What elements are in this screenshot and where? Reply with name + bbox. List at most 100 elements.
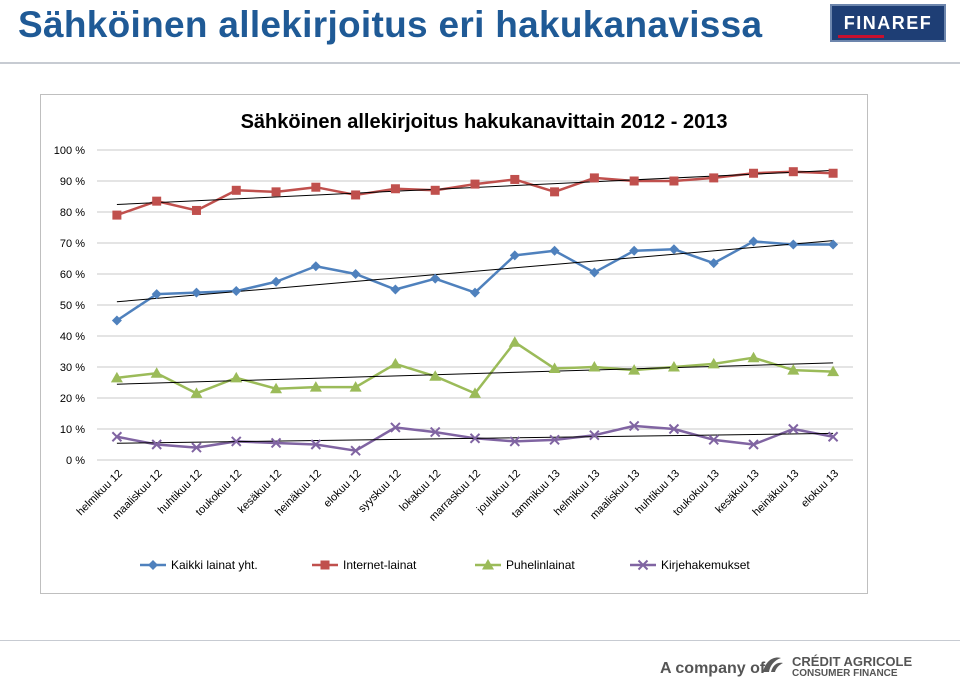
y-tick-label: 80 % <box>60 207 85 219</box>
data-point <box>350 445 361 456</box>
y-tick-label: 90 % <box>60 176 85 188</box>
legend-label: Internet-lainat <box>343 558 417 572</box>
data-point <box>707 357 720 369</box>
data-point <box>390 284 401 295</box>
data-point <box>310 261 321 272</box>
data-point <box>230 371 243 383</box>
chart-frame <box>40 94 868 594</box>
data-point <box>788 167 798 177</box>
data-point <box>787 364 800 375</box>
data-point <box>271 187 281 197</box>
logo-accent-bar <box>838 35 884 38</box>
series-line <box>116 170 834 217</box>
data-point <box>150 367 163 378</box>
y-tick-label: 20 % <box>60 393 85 405</box>
data-point <box>748 439 759 450</box>
y-tick-label: 50 % <box>60 300 85 312</box>
data-point <box>351 190 361 200</box>
footer-brand-line1: CRÉDIT AGRICOLE <box>792 654 913 669</box>
data-point <box>389 357 402 369</box>
data-point <box>430 426 441 438</box>
data-point <box>429 370 442 381</box>
data-point <box>788 423 799 435</box>
data-point <box>469 387 481 398</box>
data-point <box>311 182 321 192</box>
data-point <box>151 439 162 450</box>
legend-label: Puhelinlainat <box>506 558 575 572</box>
data-point <box>110 371 123 383</box>
data-point <box>788 239 799 250</box>
y-tick-label: 60 % <box>60 269 85 281</box>
data-point <box>669 176 679 186</box>
data-point <box>310 439 322 450</box>
data-point <box>191 205 201 215</box>
data-point <box>827 431 839 442</box>
data-point <box>747 351 760 363</box>
x-tick-label: elokuu 12 <box>322 468 364 510</box>
data-point <box>470 287 480 298</box>
data-point <box>231 185 241 195</box>
data-point <box>470 179 480 189</box>
legend-marker <box>482 559 494 570</box>
data-point <box>629 176 639 186</box>
y-tick-label: 100 % <box>54 145 85 157</box>
y-tick-label: 10 % <box>60 424 85 436</box>
data-point <box>390 422 401 433</box>
legend-label: Kaikki lainat yht. <box>171 558 258 572</box>
data-point <box>152 196 162 206</box>
data-point <box>508 336 521 347</box>
data-point <box>191 442 202 453</box>
y-tick-label: 0 % <box>66 455 85 467</box>
legend-marker <box>637 559 649 571</box>
data-point <box>749 168 759 178</box>
data-point <box>588 361 601 372</box>
data-point <box>548 362 561 374</box>
legend-label: Kirjehakemukset <box>661 558 750 572</box>
series-line <box>116 240 834 322</box>
credit-agricole-icon <box>763 657 783 672</box>
data-point <box>151 289 162 300</box>
data-point <box>668 423 680 435</box>
data-point <box>271 276 282 287</box>
data-point <box>589 267 600 278</box>
y-tick-label: 70 % <box>60 238 85 250</box>
data-point <box>509 250 520 261</box>
x-tick-label: elokuu 13 <box>799 468 841 510</box>
logo-text: FINAREF <box>843 13 933 33</box>
legend-marker <box>148 560 158 570</box>
finaref-logo: FINAREF <box>830 4 946 42</box>
data-point <box>112 210 122 220</box>
data-point <box>509 436 520 447</box>
data-point <box>111 315 122 326</box>
data-point <box>628 364 641 375</box>
data-point <box>349 381 362 392</box>
data-point <box>191 287 202 298</box>
footer-brand-line2: CONSUMER FINANCE <box>792 668 898 679</box>
data-point <box>628 420 640 432</box>
data-point <box>430 273 441 284</box>
data-point <box>190 387 203 398</box>
data-point <box>231 436 242 447</box>
footer: A company of CRÉDIT AGRICOLE CONSUMER FI… <box>660 654 950 682</box>
data-point <box>827 365 840 377</box>
data-point <box>708 434 719 446</box>
trendline <box>116 362 834 385</box>
chart-title: Sähköinen allekirjoitus hakukanavittain … <box>241 111 728 133</box>
data-point <box>430 185 440 195</box>
data-point <box>667 361 680 372</box>
data-point <box>231 286 242 297</box>
footer-divider <box>0 640 960 641</box>
header-divider <box>0 62 960 64</box>
data-point <box>589 429 600 441</box>
y-tick-label: 30 % <box>60 362 85 374</box>
data-point <box>828 239 839 250</box>
series-line <box>116 340 834 395</box>
data-point <box>589 173 599 183</box>
footer-company-text: A company of <box>660 660 766 677</box>
y-tick-label: 40 % <box>60 331 85 343</box>
data-point <box>390 184 400 194</box>
slide-title: Sähköinen allekirjoitus eri hakukanaviss… <box>18 4 763 45</box>
legend-marker <box>320 560 330 570</box>
data-point <box>709 173 719 183</box>
data-point <box>549 245 560 256</box>
